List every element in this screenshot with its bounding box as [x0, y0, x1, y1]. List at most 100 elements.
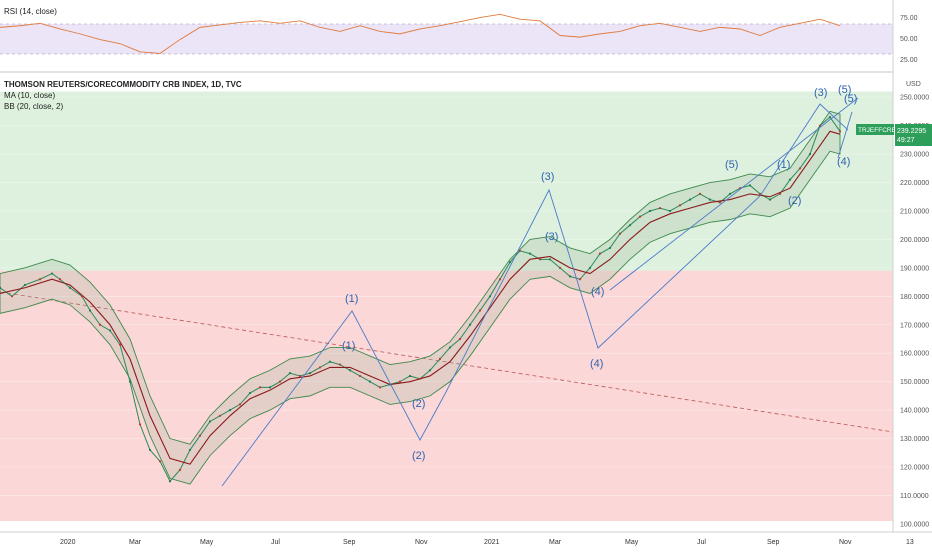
- price-point: [338, 363, 342, 366]
- ma-series-line: [0, 130, 841, 465]
- price-point: [0, 286, 2, 289]
- wave-label: (2): [788, 195, 801, 207]
- wave-label: (4): [591, 286, 604, 298]
- price-point: [448, 346, 452, 349]
- price-point: [788, 178, 792, 181]
- price-point: [568, 275, 572, 278]
- y-tick-label: 190.0000: [900, 265, 929, 272]
- price-point: [328, 360, 332, 363]
- y-tick-label: 130.0000: [900, 436, 929, 443]
- price-point: [458, 337, 462, 341]
- price-point: [418, 377, 422, 380]
- wave-label: (4): [837, 156, 850, 168]
- wave-label: (3): [541, 171, 554, 183]
- bb-legend[interactable]: BB (20, close, 2): [4, 102, 63, 111]
- price-point: [80, 295, 84, 298]
- price-point: [50, 272, 54, 275]
- wave-label: (3): [814, 87, 827, 99]
- y-tick-label: 100.0000: [900, 521, 929, 528]
- price-series-line: [0, 116, 841, 483]
- price-point: [608, 246, 612, 250]
- price-point: [508, 261, 512, 264]
- price-point: [188, 448, 192, 452]
- y-tick-label: 180.0000: [900, 294, 929, 301]
- price-point: [798, 167, 802, 170]
- last-price-countdown: 49:27: [897, 137, 915, 144]
- time-ticks: 2020 Mar May Jul Sep Nov 2021 Mar May Ju…: [60, 539, 914, 546]
- price-point: [288, 372, 292, 375]
- price-point: [588, 266, 592, 269]
- y-tick-label: 120.0000: [900, 464, 929, 471]
- price-point: [668, 209, 672, 213]
- price-point: [648, 209, 652, 213]
- wave-zigzag-2020: [221, 310, 447, 487]
- last-price-value: 239.2295: [897, 128, 926, 135]
- rsi-legend[interactable]: RSI (14, close): [4, 7, 57, 16]
- price-point: [318, 366, 322, 369]
- price-point: [178, 468, 182, 471]
- wave-label: (5): [844, 93, 857, 105]
- price-point: [228, 408, 232, 412]
- x-tick-label: Nov: [415, 539, 428, 546]
- price-point: [308, 372, 312, 375]
- price-point: [278, 380, 282, 383]
- y-tick-label: 250.0000: [900, 95, 929, 102]
- y-tick-label: 210.0000: [900, 208, 929, 215]
- price-point: [488, 295, 492, 298]
- price-point: [718, 201, 722, 204]
- wave-label: (1): [342, 340, 355, 352]
- price-point: [578, 278, 582, 281]
- bollinger-band: [0, 110, 841, 485]
- price-axis[interactable]: [893, 0, 932, 532]
- rsi-tick: 75.00: [900, 15, 918, 22]
- price-point: [138, 423, 142, 426]
- x-tick-label: Sep: [343, 539, 356, 546]
- price-point: [258, 386, 262, 389]
- y-tick-label: 150.0000: [900, 379, 929, 386]
- y-tick-label: 160.0000: [900, 351, 929, 358]
- wave-label: (2): [412, 398, 425, 410]
- x-tick-label: Mar: [549, 539, 562, 546]
- price-point: [528, 252, 532, 255]
- price-point: [548, 258, 552, 261]
- price-point: [58, 278, 62, 281]
- price-point: [10, 295, 14, 298]
- series-group: [0, 110, 842, 485]
- price-point: [128, 380, 132, 383]
- symbol-title[interactable]: THOMSON REUTERS/CORECOMMODITY CRB INDEX,…: [4, 80, 242, 89]
- y-tick-label: 170.0000: [900, 322, 929, 329]
- grid: [0, 96, 893, 525]
- price-point: [728, 192, 732, 196]
- last-price-badge: [895, 124, 932, 146]
- symbol-badge: [856, 124, 894, 135]
- ma-legend[interactable]: MA (10, close): [4, 91, 55, 100]
- wave-label: (1): [345, 293, 358, 305]
- price-point: [638, 215, 642, 218]
- price-point: [408, 374, 412, 378]
- wave-label: (3): [545, 231, 558, 243]
- x-tick-label: Sep: [767, 539, 780, 546]
- price-point: [108, 329, 112, 332]
- price-point: [98, 323, 102, 326]
- price-point: [748, 184, 752, 187]
- price-point: [828, 115, 832, 119]
- price-point: [218, 414, 222, 417]
- x-tick-label: 13: [906, 539, 914, 546]
- rsi-series-line: [0, 13, 841, 54]
- price-point: [348, 369, 352, 372]
- wave-label: (2): [412, 450, 425, 462]
- price-point: [538, 258, 542, 261]
- price-point: [168, 480, 172, 483]
- price-point: [628, 224, 632, 227]
- wave-zigzag-2021: [445, 103, 849, 393]
- price-point: [148, 448, 152, 452]
- wave-labels: (1) (2) (1) (2) (3) (4) (3) (4) (5) (1) …: [342, 84, 857, 462]
- price-point: [158, 460, 162, 463]
- price-point: [23, 283, 27, 287]
- time-axis[interactable]: [0, 532, 932, 550]
- y-tick-label: 140.0000: [900, 408, 929, 415]
- price-point: [118, 343, 122, 346]
- price-point: [778, 192, 782, 196]
